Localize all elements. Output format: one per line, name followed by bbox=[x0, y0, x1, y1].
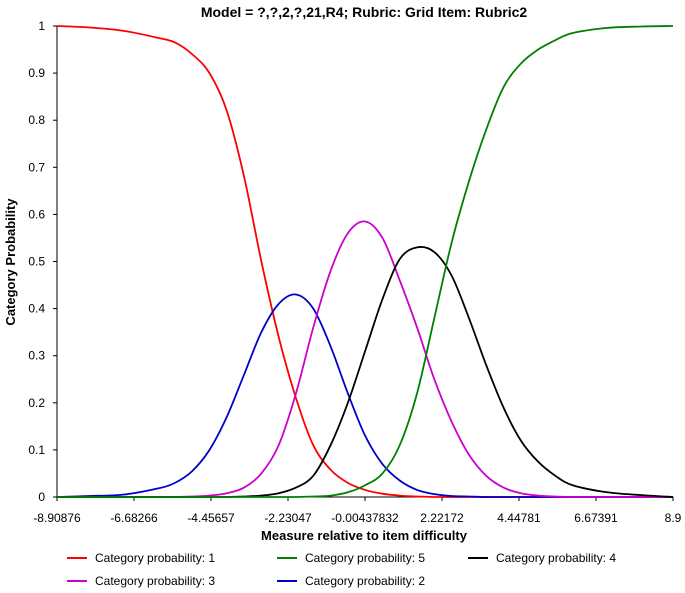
legend-item-category-2: Category probability: 2 bbox=[277, 574, 425, 588]
legend-item-category-3: Category probability: 3 bbox=[67, 574, 215, 588]
series-line-category-1 bbox=[56, 25, 674, 498]
y-tick-label: 1 bbox=[38, 19, 45, 33]
y-tick-label: 0.9 bbox=[28, 66, 45, 80]
y-tick-label: 0.1 bbox=[28, 443, 45, 457]
x-tick-label: 6.67391 bbox=[574, 511, 618, 525]
legend-item-category-1: Category probability: 1 bbox=[67, 551, 215, 565]
y-tick-label: 0.5 bbox=[28, 255, 45, 269]
x-tick-label: 4.44781 bbox=[497, 511, 541, 525]
y-tick-label: 0.6 bbox=[28, 207, 45, 221]
y-ticks: 0 0.1 0.2 0.3 0.4 0.5 0.6 0.7 0.8 0.9 1 bbox=[28, 19, 57, 504]
x-tick-label: -2.23047 bbox=[264, 511, 312, 525]
series-line-category-2 bbox=[56, 293, 674, 498]
series-line-category-3 bbox=[57, 220, 674, 498]
legend-item-category-4: Category probability: 4 bbox=[468, 551, 616, 565]
legend-label: Category probability: 3 bbox=[95, 574, 215, 588]
y-axis-label: Category Probability bbox=[3, 198, 18, 326]
y-tick-label: 0.3 bbox=[28, 349, 45, 363]
x-axis-label: Measure relative to item difficulty bbox=[261, 528, 468, 543]
plot-area: 0 0.1 0.2 0.3 0.4 0.5 0.6 0.7 0.8 0.9 1 -8.90876 -6… bbox=[28, 19, 681, 525]
x-tick-label: 8.9 bbox=[665, 511, 682, 525]
x-tick-label: 2.22172 bbox=[420, 511, 464, 525]
series-line-category-4 bbox=[57, 246, 674, 498]
y-tick-label: 0.2 bbox=[28, 396, 45, 410]
x-ticks: -8.90876 -6.68266 -4.45657 -2.23047 -0.00437… bbox=[33, 497, 682, 525]
x-tick-label: -6.68266 bbox=[110, 511, 158, 525]
x-tick-label: -8.90876 bbox=[33, 511, 81, 525]
x-tick-label: -4.45657 bbox=[187, 511, 235, 525]
legend-item-category-5: Category probability: 5 bbox=[277, 551, 425, 565]
series-lines bbox=[56, 25, 674, 498]
y-tick-label: 0.4 bbox=[28, 302, 45, 316]
legend-label: Category probability: 1 bbox=[95, 551, 215, 565]
chart-title: Model = ?,?,2,?,21,R4; Rubric: Grid Item… bbox=[201, 4, 528, 20]
legend-label: Category probability: 4 bbox=[496, 551, 616, 565]
legend-label: Category probability: 2 bbox=[305, 574, 425, 588]
y-tick-label: 0 bbox=[38, 490, 45, 504]
y-tick-label: 0.8 bbox=[28, 113, 45, 127]
legend-label: Category probability: 5 bbox=[305, 551, 425, 565]
series-line-category-5 bbox=[57, 25, 674, 498]
x-tick-label: -0.00437832 bbox=[331, 511, 399, 525]
y-tick-label: 0.7 bbox=[28, 160, 45, 174]
legend: Category probability: 1 Category probabil… bbox=[67, 551, 616, 588]
